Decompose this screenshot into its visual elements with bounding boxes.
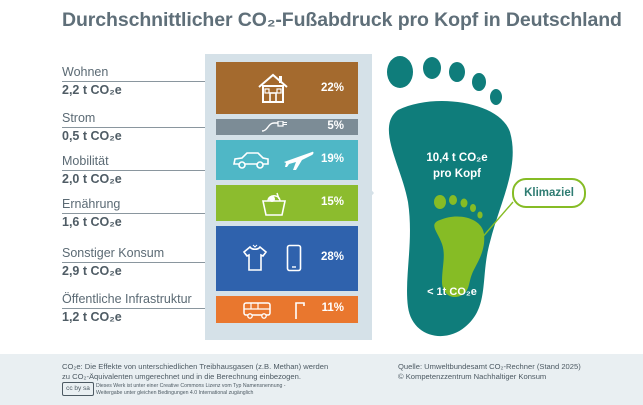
footprint-icon xyxy=(387,56,514,337)
plug-icon xyxy=(261,121,287,132)
category-infrastruktur: Öffentliche Infrastruktur 1,2 t CO₂e xyxy=(62,292,220,325)
bar-wohnen: 22% xyxy=(216,62,358,114)
percent-label: 15% xyxy=(320,196,344,208)
category-value: 1,6 t CO₂e xyxy=(62,215,122,229)
cc-license-badge: cc by sa xyxy=(62,382,94,396)
divider xyxy=(62,127,220,128)
footnote-line-1: CO₂e: Die Effekte von unterschiedlichen … xyxy=(62,362,329,371)
category-sonstiger-konsum: Sonstiger Konsum 2,9 t CO₂e xyxy=(62,246,220,279)
percent-label: 5% xyxy=(327,120,344,132)
goal-label: Klimaziel xyxy=(512,178,586,208)
total-footprint: 10,4 t CO₂e pro Kopf xyxy=(410,150,504,182)
category-strom: Strom 0,5 t CO₂e xyxy=(62,111,220,144)
bar-mobilitaet: 19% xyxy=(216,140,358,180)
category-wohnen: Wohnen 2,2 t CO₂e xyxy=(62,65,220,98)
airplane-icon xyxy=(284,151,314,170)
smartphone-icon xyxy=(286,244,302,272)
car-icon xyxy=(233,152,269,169)
lamp-icon xyxy=(295,302,305,319)
category-name: Sonstiger Konsum xyxy=(62,246,165,260)
category-name: Wohnen xyxy=(62,65,109,79)
divider xyxy=(62,81,220,82)
total-value: 10,4 t CO₂e xyxy=(426,152,488,164)
license-line-2: Weitergabe unter gleichen Bedingungen 4.… xyxy=(96,390,254,396)
copyright-text: © Kompetenzzentrum Nachhaltiger Konsum xyxy=(398,372,547,381)
bus-icon xyxy=(243,302,271,319)
percent-label: 11% xyxy=(321,302,344,314)
category-name: Mobilität xyxy=(62,154,109,168)
bar-sonstiger-konsum: 28% xyxy=(216,226,358,291)
category-value: 2,2 t CO₂e xyxy=(62,83,122,97)
panel-pointer xyxy=(360,177,374,209)
source-text: Quelle: Umweltbundesamt CO₂-Rechner (Sta… xyxy=(398,362,581,371)
bar-infrastruktur: 11% xyxy=(216,296,358,323)
category-ernaehrung: Ernährung 1,6 t CO₂e xyxy=(62,197,220,230)
category-name: Öffentliche Infrastruktur xyxy=(62,292,192,306)
percent-label: 19% xyxy=(320,153,344,165)
divider xyxy=(62,213,220,214)
footnote-line-2: zu CO₂-Äquivalenten umgerechnet und in d… xyxy=(62,372,301,381)
category-value: 2,0 t CO₂e xyxy=(62,172,122,186)
goal-value: < 1t CO₂e xyxy=(427,286,477,298)
divider xyxy=(62,262,220,263)
basket-icon xyxy=(262,192,286,216)
category-name: Strom xyxy=(62,111,96,125)
bar-strom: 5% xyxy=(216,119,358,135)
license-line-1: Dieses Werk ist unter einer Creative Com… xyxy=(96,383,286,389)
divider xyxy=(62,308,220,309)
percent-label: 22% xyxy=(320,82,344,94)
percent-label: 28% xyxy=(320,251,344,263)
total-unit: pro Kopf xyxy=(433,168,481,180)
page-title: Durchschnittlicher CO₂-Fußabdruck pro Ko… xyxy=(62,9,622,31)
category-value: 2,9 t CO₂e xyxy=(62,264,122,278)
house-icon xyxy=(258,73,288,103)
category-name: Ernährung xyxy=(62,197,121,211)
category-value: 1,2 t CO₂e xyxy=(62,310,122,324)
category-mobilitaet: Mobilität 2,0 t CO₂e xyxy=(62,154,220,187)
divider xyxy=(62,170,220,171)
bar-ernaehrung: 15% xyxy=(216,185,358,221)
category-value: 0,5 t CO₂e xyxy=(62,129,122,143)
footer: CO₂e: Die Effekte von unterschiedlichen … xyxy=(0,354,643,405)
shirt-icon xyxy=(242,244,268,271)
